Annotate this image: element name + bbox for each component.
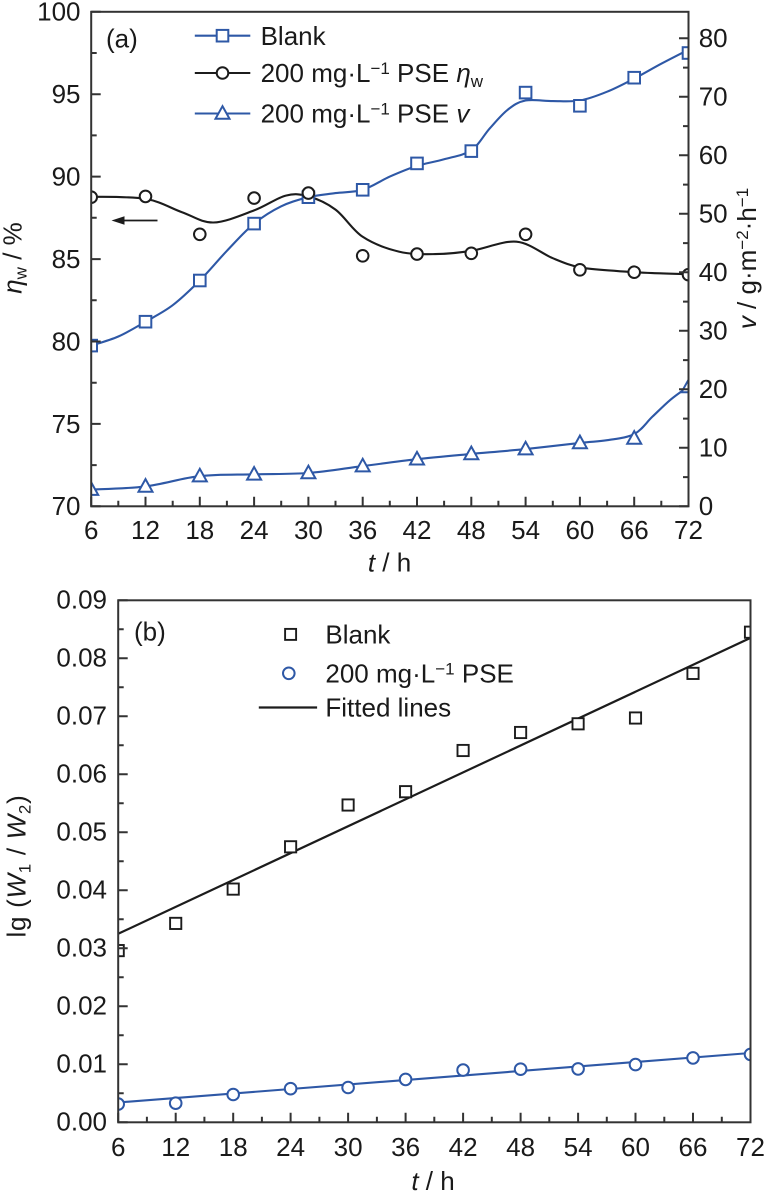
- svg-text:70: 70: [52, 491, 81, 521]
- svg-text:90: 90: [52, 162, 81, 192]
- svg-text:t / h: t / h: [411, 1166, 454, 1196]
- svg-text:10: 10: [699, 433, 728, 463]
- svg-text:66: 66: [679, 1132, 708, 1162]
- svg-text:60: 60: [621, 1132, 650, 1162]
- svg-text:36: 36: [391, 1132, 420, 1162]
- svg-text:0.06: 0.06: [56, 759, 107, 789]
- svg-text:20: 20: [699, 374, 728, 404]
- svg-text:12: 12: [131, 515, 160, 545]
- svg-text:v / g·m−2·h−1: v / g·m−2·h−1: [732, 188, 762, 329]
- svg-text:(b): (b): [134, 616, 166, 646]
- svg-text:70: 70: [699, 82, 728, 112]
- svg-text:0.04: 0.04: [56, 875, 107, 905]
- svg-text:72: 72: [674, 515, 703, 545]
- svg-text:ηw / %: ηw / %: [0, 222, 31, 294]
- svg-text:80: 80: [52, 326, 81, 356]
- svg-text:54: 54: [511, 515, 540, 545]
- svg-text:6: 6: [111, 1132, 125, 1162]
- svg-text:80: 80: [699, 23, 728, 53]
- svg-text:36: 36: [348, 515, 377, 545]
- svg-text:0.01: 0.01: [56, 1049, 107, 1079]
- svg-text:42: 42: [403, 515, 432, 545]
- svg-text:12: 12: [161, 1132, 190, 1162]
- svg-text:Blank: Blank: [325, 620, 391, 650]
- svg-text:Fitted lines: Fitted lines: [325, 693, 451, 723]
- svg-text:66: 66: [620, 515, 649, 545]
- svg-text:0.07: 0.07: [56, 701, 107, 731]
- svg-text:Blank: Blank: [261, 21, 327, 51]
- svg-text:95: 95: [52, 79, 81, 109]
- svg-text:200 mg·L−1 PSE: 200 mg·L−1 PSE: [325, 659, 513, 689]
- svg-text:75: 75: [52, 409, 81, 439]
- svg-text:54: 54: [564, 1132, 593, 1162]
- svg-text:30: 30: [334, 1132, 363, 1162]
- svg-text:60: 60: [565, 515, 594, 545]
- svg-text:0.05: 0.05: [56, 817, 107, 847]
- svg-text:0: 0: [699, 491, 713, 521]
- svg-text:50: 50: [699, 199, 728, 229]
- svg-text:72: 72: [736, 1132, 765, 1162]
- svg-text:100: 100: [37, 0, 80, 27]
- svg-text:0.09: 0.09: [56, 585, 107, 615]
- svg-text:30: 30: [699, 316, 728, 346]
- svg-text:18: 18: [219, 1132, 248, 1162]
- svg-text:200 mg·L−1 PSE v: 200 mg·L−1 PSE v: [261, 99, 472, 129]
- svg-text:24: 24: [240, 515, 269, 545]
- svg-text:0.02: 0.02: [56, 991, 107, 1021]
- svg-text:24: 24: [276, 1132, 305, 1162]
- svg-text:0.03: 0.03: [56, 933, 107, 963]
- svg-text:85: 85: [52, 244, 81, 274]
- svg-text:18: 18: [185, 515, 214, 545]
- svg-text:48: 48: [506, 1132, 535, 1162]
- svg-text:42: 42: [449, 1132, 478, 1162]
- svg-text:t / h: t / h: [368, 548, 411, 578]
- svg-text:6: 6: [84, 515, 98, 545]
- svg-text:(a): (a): [106, 24, 138, 54]
- svg-text:48: 48: [457, 515, 486, 545]
- svg-text:30: 30: [294, 515, 323, 545]
- svg-text:60: 60: [699, 140, 728, 170]
- svg-text:0.08: 0.08: [56, 643, 107, 673]
- svg-text:0.00: 0.00: [56, 1107, 107, 1137]
- svg-text:40: 40: [699, 257, 728, 287]
